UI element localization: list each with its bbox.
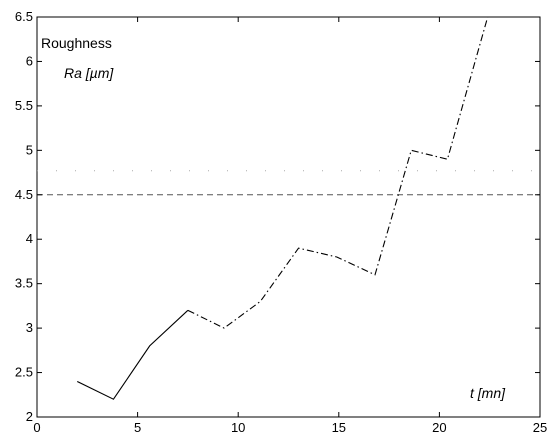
series-layer (76, 16, 489, 400)
annotation-x-label: t [mn] (470, 385, 506, 401)
y-tick-label-9: 6.5 (15, 9, 33, 24)
x-tick-label-4: 20 (432, 420, 446, 435)
x-tick-label-1: 5 (134, 420, 141, 435)
ticks-layer: 0 5 10 15 20 25 2 2.5 3 3.5 4 4.5 5 5.5 6 6.5 (15, 9, 547, 435)
x-tick-label-0: 0 (33, 420, 40, 435)
y-tick-label-1: 2.5 (15, 365, 33, 380)
y-tick-label-0: 2 (26, 409, 33, 424)
y-tick-label-3: 3.5 (15, 276, 33, 291)
y-tick-label-2: 3 (26, 320, 33, 335)
x-tick-label-2: 10 (231, 420, 245, 435)
y-tick-label-6: 5 (26, 142, 33, 157)
y-tick-label-5: 4.5 (15, 187, 33, 202)
plot-frame (36, 16, 541, 418)
y-tick-label-4: 4 (26, 231, 33, 246)
series-line-solid (76, 309, 189, 400)
x-tick-label-3: 15 (332, 420, 346, 435)
series-line-dash-dot (187, 16, 489, 329)
annotation-roughness: Roughness (41, 35, 112, 51)
y-tick-label-8: 6 (26, 53, 33, 68)
x-tick-label-5: 25 (533, 420, 547, 435)
reference-lines (37, 170, 540, 196)
annotation-ra-unit: Ra [µm] (64, 65, 114, 81)
y-tick-label-7: 5.5 (15, 98, 33, 113)
